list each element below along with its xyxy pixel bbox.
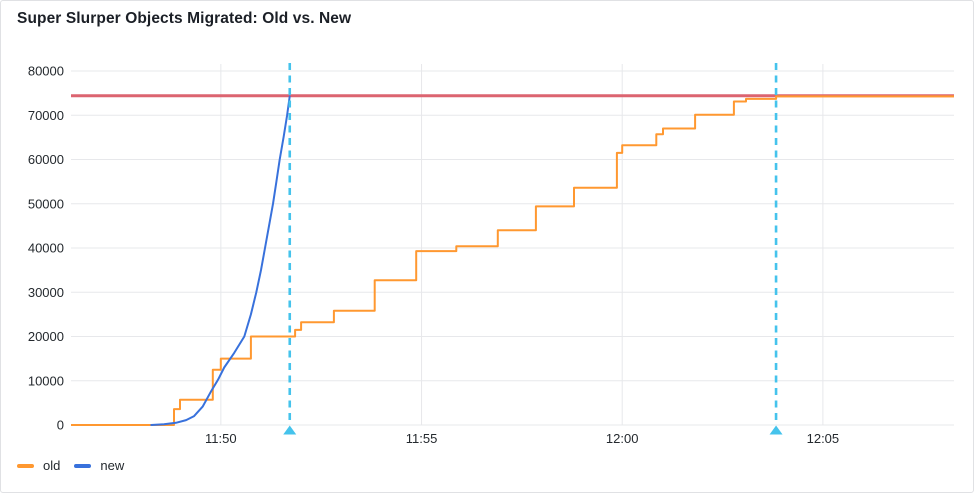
legend-item-old[interactable]: old: [17, 459, 60, 472]
legend-label-new: new: [100, 458, 125, 473]
x-tick-label: 12:00: [606, 431, 639, 446]
y-tick-label: 30000: [28, 285, 64, 300]
y-tick-label: 40000: [28, 241, 64, 256]
y-tick-label: 70000: [28, 108, 64, 123]
legend-item-new[interactable]: new: [74, 459, 124, 472]
y-tick-label: 10000: [28, 373, 64, 388]
y-tick-label: 20000: [28, 329, 64, 344]
legend-marker-old-icon: [17, 463, 34, 468]
y-tick-label: 0: [57, 418, 64, 433]
legend: old new: [17, 459, 124, 472]
y-tick-label: 50000: [28, 196, 64, 211]
x-tick-label: 12:05: [807, 431, 840, 446]
x-tick-label: 11:50: [205, 431, 237, 446]
y-tick-label: 80000: [28, 64, 64, 79]
legend-label-old: old: [43, 458, 61, 473]
series-new-line: [150, 95, 291, 426]
y-tick-label: 60000: [28, 152, 64, 167]
panel-title[interactable]: Super Slurper Objects Migrated: Old vs. …: [17, 10, 352, 27]
legend-marker-new-icon: [74, 463, 92, 468]
series-old-line: [71, 95, 954, 426]
annotation-marker-icon[interactable]: [769, 425, 783, 435]
annotation-marker-icon[interactable]: [283, 425, 297, 435]
x-tick-label: 11:55: [406, 431, 438, 446]
